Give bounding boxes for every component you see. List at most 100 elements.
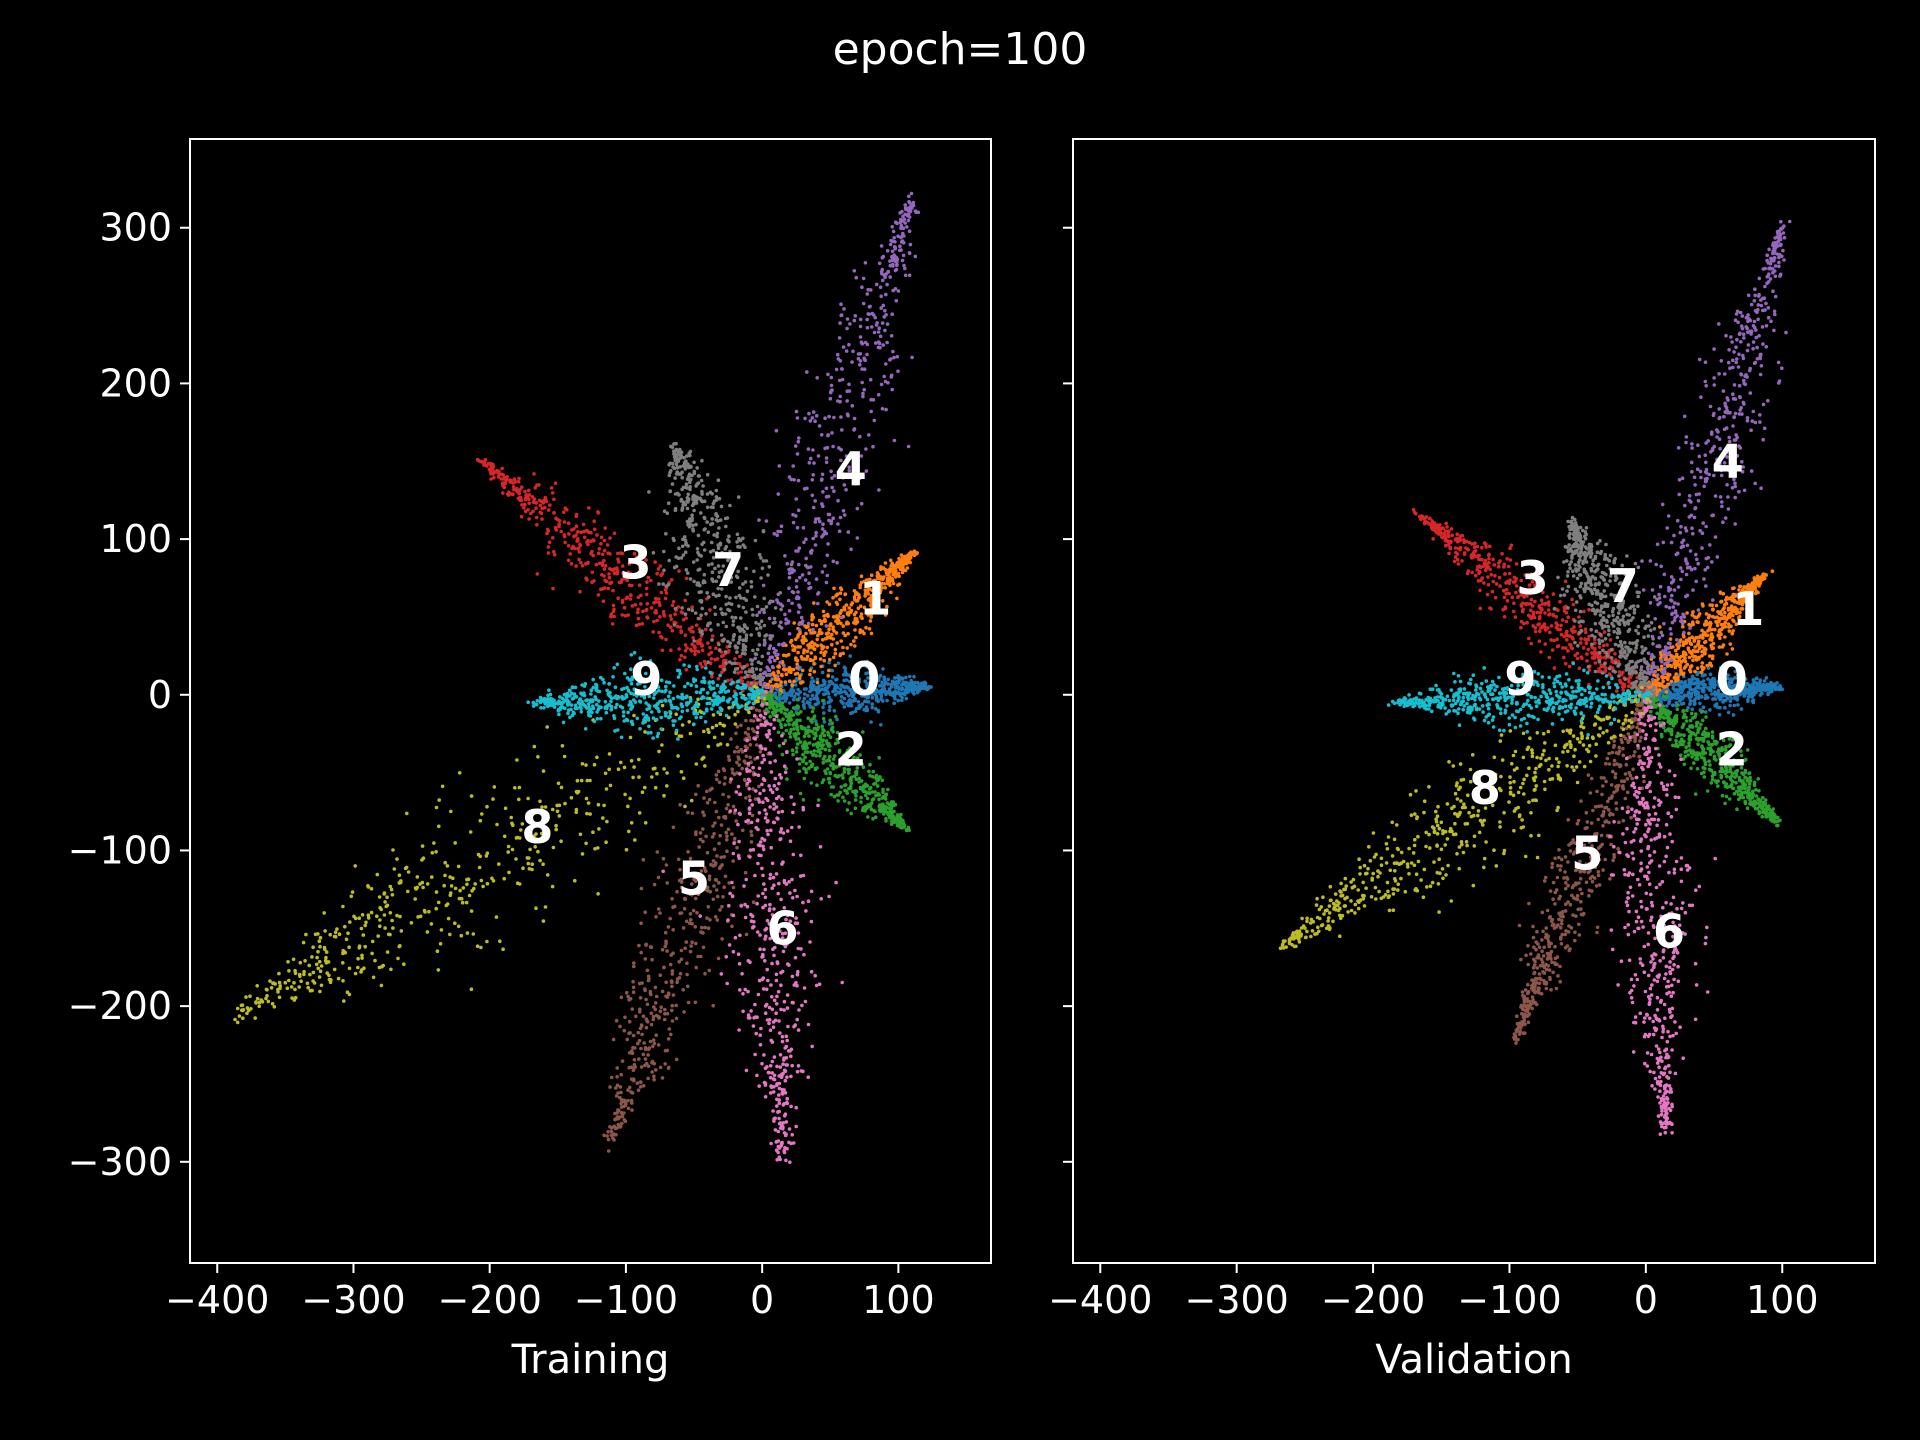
data-point [777, 1121, 782, 1126]
data-point [731, 638, 735, 642]
data-point [859, 687, 864, 692]
data-point [714, 723, 719, 728]
data-point [776, 652, 780, 657]
data-point [790, 974, 795, 979]
data-point [788, 839, 793, 843]
data-point [806, 725, 811, 729]
data-point [240, 1008, 245, 1013]
data-point [717, 841, 721, 846]
data-point [653, 596, 658, 601]
data-point [669, 703, 674, 707]
data-point [439, 928, 444, 932]
data-point [850, 404, 855, 408]
data-point [761, 529, 766, 534]
data-point [425, 882, 430, 886]
data-point [878, 285, 883, 290]
data-point [548, 503, 552, 507]
data-point [716, 956, 721, 961]
data-point [842, 696, 847, 701]
data-point [812, 647, 817, 652]
data-point [757, 1084, 761, 1088]
data-point [863, 699, 867, 703]
data-point [663, 1012, 667, 1016]
data-point [541, 500, 545, 505]
data-point [735, 532, 740, 537]
data-point [699, 590, 703, 594]
data-point [809, 889, 814, 894]
data-point [787, 669, 792, 674]
data-point [787, 701, 792, 705]
data-point [492, 785, 497, 789]
data-point [578, 697, 583, 701]
data-point [683, 633, 688, 637]
data-point [787, 1127, 792, 1131]
data-point [791, 520, 796, 525]
data-point [459, 933, 464, 938]
data-point [682, 1010, 686, 1014]
data-point [865, 317, 869, 322]
data-point [790, 1000, 795, 1005]
data-point [712, 884, 716, 888]
data-point [664, 532, 668, 536]
data-point [829, 622, 833, 626]
data-point [732, 836, 737, 841]
data-point [754, 1031, 758, 1036]
data-point [395, 857, 399, 861]
data-point [599, 535, 604, 540]
data-point [813, 543, 818, 547]
data-point [802, 638, 806, 643]
data-point [440, 784, 445, 789]
data-point [733, 615, 738, 620]
data-point [495, 822, 499, 827]
data-point [791, 667, 796, 672]
data-point [789, 1074, 793, 1079]
data-point [761, 891, 765, 896]
data-point [681, 988, 685, 992]
data-point [801, 726, 805, 730]
data-point [568, 552, 572, 556]
data-point [341, 904, 345, 909]
data-point [796, 712, 800, 716]
data-point [756, 725, 760, 730]
data-point [668, 614, 673, 618]
data-point [807, 643, 811, 647]
data-point [837, 336, 842, 340]
data-point [735, 745, 739, 750]
cluster-6 [661, 689, 844, 1164]
data-point [396, 956, 400, 961]
data-point [751, 900, 756, 904]
data-point [812, 461, 816, 465]
data-point [715, 777, 719, 782]
data-point [900, 686, 905, 691]
data-point [573, 878, 577, 883]
data-point [582, 535, 587, 540]
data-point [866, 695, 870, 700]
data-point [607, 575, 612, 580]
data-point [736, 495, 741, 499]
data-point [554, 823, 558, 828]
data-point [849, 547, 853, 552]
data-point [897, 582, 902, 586]
data-point [671, 993, 676, 997]
data-point [553, 481, 558, 486]
data-point [639, 1046, 643, 1051]
data-point [346, 931, 350, 935]
data-point [673, 606, 678, 611]
data-point [778, 660, 782, 665]
data-point [322, 945, 327, 950]
data-point [776, 810, 781, 815]
data-point [883, 793, 888, 798]
data-point [770, 961, 774, 966]
data-point [866, 700, 871, 704]
data-point [471, 932, 476, 936]
data-point [816, 592, 820, 596]
data-point [835, 717, 839, 722]
data-point [801, 699, 805, 704]
data-point [785, 708, 789, 712]
data-point [713, 800, 717, 805]
data-point [789, 1104, 793, 1109]
data-point [756, 773, 761, 777]
data-point [867, 627, 872, 631]
data-point [304, 932, 308, 937]
data-point [706, 926, 711, 930]
